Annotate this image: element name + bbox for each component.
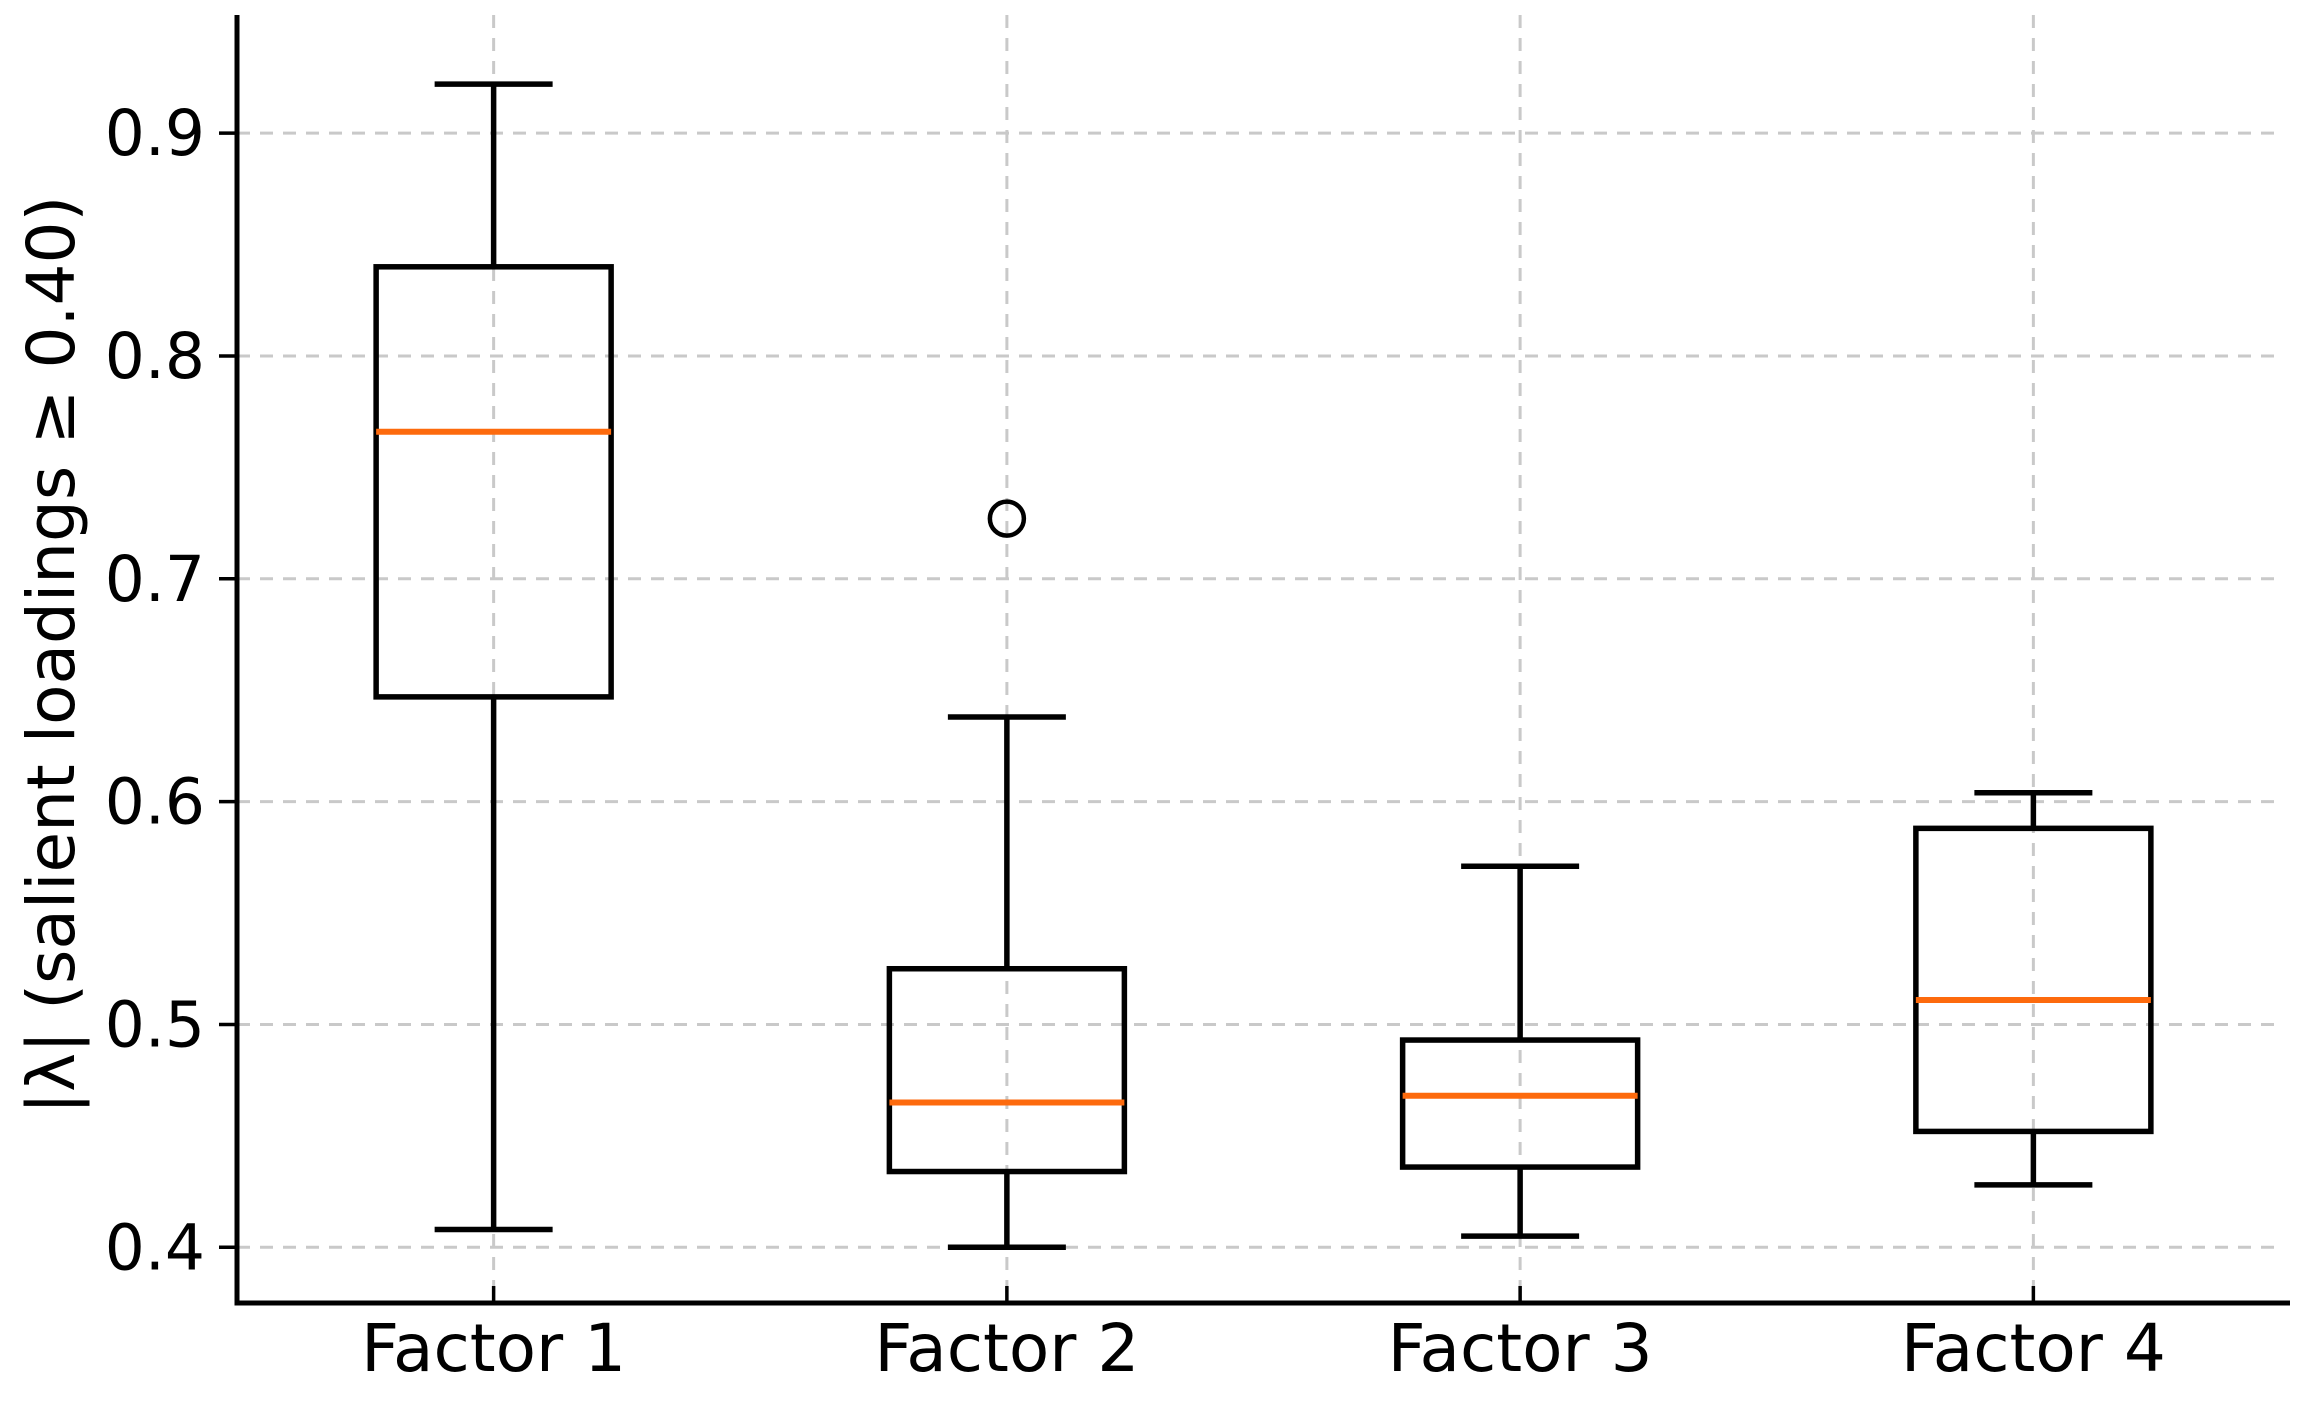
box-rect [1913,825,2154,1135]
box-rect [886,965,1128,1175]
boxplot-group-factor-1 [373,81,614,1233]
box-rect [373,264,614,700]
y-tick-label: 0.8 [105,320,205,393]
x-category-label: Factor 2 [874,1310,1139,1387]
boxplot-group-factor-2 [886,499,1128,1251]
outlier-point [987,499,1027,538]
boxplot-group-factor-4 [1913,789,2154,1188]
boxplot-group-factor-3 [1399,863,1641,1239]
y-tick-label: 0.9 [105,97,205,170]
x-category-label: Factor 1 [361,1310,626,1387]
x-category-label: Factor 3 [1388,1310,1653,1387]
y-tick-label: 0.4 [105,1211,205,1284]
y-tick-label: 0.7 [105,543,205,616]
x-category-label: Factor 4 [1901,1310,2166,1387]
y-tick-label: 0.5 [105,989,205,1062]
y-tick-label: 0.6 [105,766,205,839]
y-axis-label: |λ| (salient loadings ≥ 0.40) [13,195,90,1115]
box-rect [1399,1037,1641,1170]
